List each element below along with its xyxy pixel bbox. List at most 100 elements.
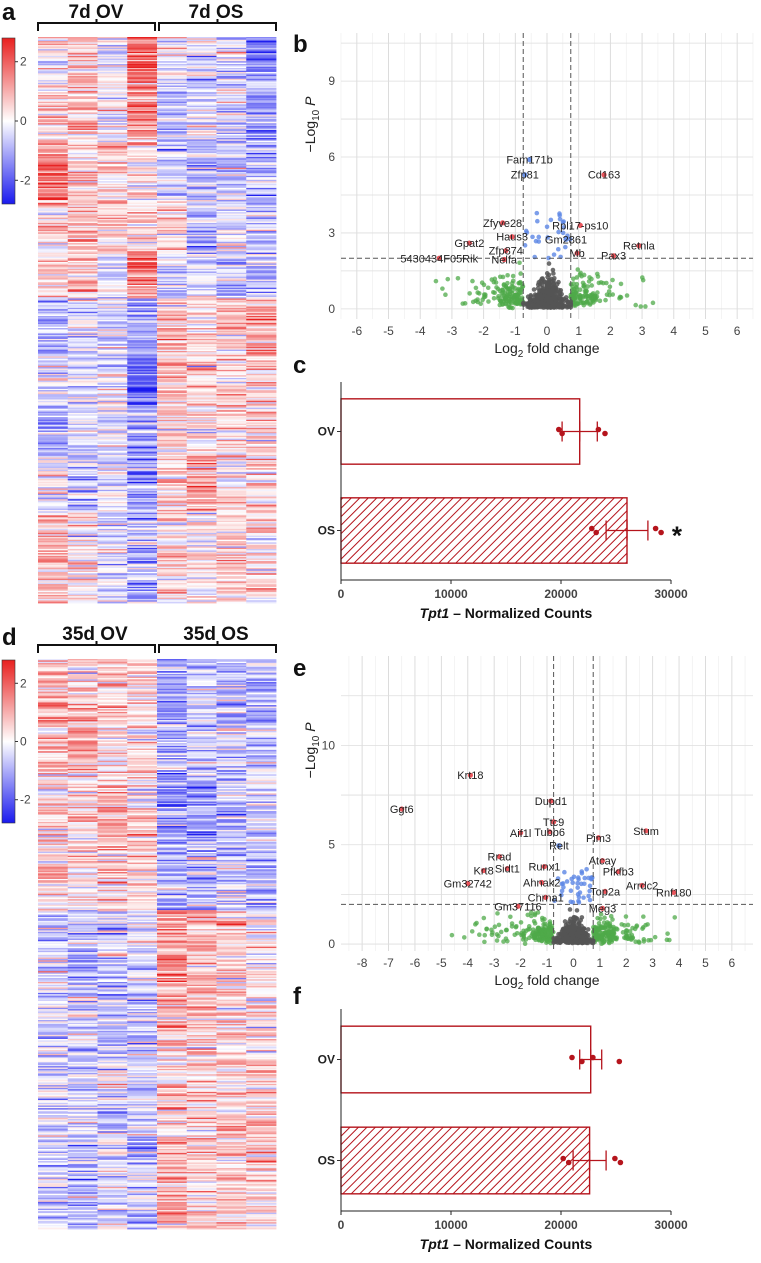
heatmap-cell <box>38 125 69 128</box>
heatmap-cell <box>127 65 158 68</box>
heatmap-cell <box>216 143 247 146</box>
heatmap-cell <box>157 46 188 49</box>
heatmap-cell <box>157 258 188 260</box>
heatmap-cell <box>127 430 158 433</box>
heatmap-cell <box>186 183 217 186</box>
heatmap-cell <box>246 516 277 519</box>
data-point <box>589 525 595 532</box>
heatmap-cell <box>67 350 98 353</box>
heatmap-cell <box>157 468 188 470</box>
heatmap-cell <box>67 472 98 475</box>
heatmap-cell <box>216 302 247 305</box>
heatmap-cell <box>97 328 128 330</box>
heatmap-cell <box>186 514 217 516</box>
heatmap-cell <box>38 267 69 270</box>
heatmap-cell <box>186 78 217 81</box>
heatmap-cell <box>246 134 277 136</box>
heatmap-cell <box>246 39 277 42</box>
heatmap-cell <box>127 392 158 395</box>
heatmap-cell <box>186 252 217 255</box>
heatmap-cell <box>127 78 158 81</box>
heatmap-cell <box>216 500 247 503</box>
heatmap-cell <box>216 472 247 475</box>
heatmap-cell <box>216 485 247 488</box>
heatmap-cell <box>67 225 98 228</box>
heatmap-cell <box>38 523 69 526</box>
heatmap-cell <box>216 488 247 491</box>
heatmap-cell <box>67 175 98 178</box>
heatmap-cell <box>67 493 98 496</box>
heatmap-cell <box>246 470 277 473</box>
heatmap-cell <box>97 466 128 469</box>
heatmap-cell <box>127 115 158 117</box>
heatmap-cell <box>67 178 98 181</box>
heatmap-cell <box>127 484 158 487</box>
heatmap-cell <box>67 465 98 468</box>
heatmap-cell <box>127 514 158 516</box>
heatmap-cell <box>216 39 247 42</box>
heatmap-cell <box>67 162 98 165</box>
heatmap-cell <box>246 601 277 604</box>
heatmap-cell <box>127 151 158 154</box>
heatmap-cell <box>157 403 188 406</box>
heatmap-cell <box>97 302 128 305</box>
heatmap-cell <box>186 194 217 197</box>
heatmap-cell <box>216 267 247 270</box>
heatmap-cell <box>127 245 158 248</box>
heatmap-cell <box>157 264 188 267</box>
heatmap-cell <box>38 150 69 152</box>
heatmap-cell <box>157 520 188 523</box>
heatmap-cell <box>157 54 188 57</box>
heatmap-cell <box>127 488 158 491</box>
heatmap-cell <box>127 458 158 461</box>
heatmap-cell <box>127 222 158 225</box>
heatmap-cell <box>38 204 69 206</box>
heatmap-cell <box>127 237 158 240</box>
heatmap-cell <box>186 59 217 62</box>
heatmap-cell <box>186 336 217 338</box>
volcano-point-green <box>650 300 656 306</box>
heatmap-cell <box>38 303 69 306</box>
heatmap-cell <box>67 329 98 332</box>
heatmap-cell <box>186 45 217 47</box>
heatmap-cell <box>186 162 217 165</box>
heatmap-cell <box>127 181 158 183</box>
heatmap-cell <box>127 379 158 382</box>
heatmap-cell <box>97 398 128 400</box>
data-point <box>658 529 664 536</box>
heatmap-cell <box>157 473 188 476</box>
heatmap-cell <box>97 240 128 243</box>
heatmap-cell <box>67 423 98 426</box>
heatmap-cell <box>67 47 98 50</box>
heatmap-cell <box>186 350 217 353</box>
heatmap-cell <box>246 152 277 155</box>
heatmap-cell <box>38 85 69 88</box>
heatmap-cell <box>67 170 98 173</box>
heatmap-cell <box>67 356 98 359</box>
heatmap-cell <box>38 364 69 367</box>
heatmap-cell <box>186 301 217 303</box>
heatmap-cell <box>216 334 247 337</box>
volcano-point-green <box>515 293 521 299</box>
heatmap-cell <box>186 400 217 403</box>
volcano-point-green <box>491 295 497 301</box>
heatmap-cell <box>97 396 128 399</box>
heatmap-cell <box>186 518 217 520</box>
heatmap-cell <box>97 165 128 167</box>
heatmap-cell <box>216 240 247 243</box>
heatmap-cell <box>97 317 128 320</box>
heatmap-cell <box>186 439 217 442</box>
heatmap-cell <box>216 280 247 283</box>
heatmap-cell <box>97 442 128 445</box>
colorbar-tick-label: 2 <box>20 55 27 69</box>
heatmap-cell <box>216 504 247 507</box>
heatmap-cell <box>186 69 217 72</box>
heatmap-cell <box>157 380 188 383</box>
heatmap-cell <box>127 169 158 171</box>
heatmap-cell <box>127 504 158 507</box>
heatmap-cell <box>127 464 158 466</box>
heatmap-cell <box>67 220 98 223</box>
heatmap-cell <box>186 469 217 472</box>
heatmap-cell <box>97 515 128 518</box>
heatmap-cell <box>216 325 247 328</box>
